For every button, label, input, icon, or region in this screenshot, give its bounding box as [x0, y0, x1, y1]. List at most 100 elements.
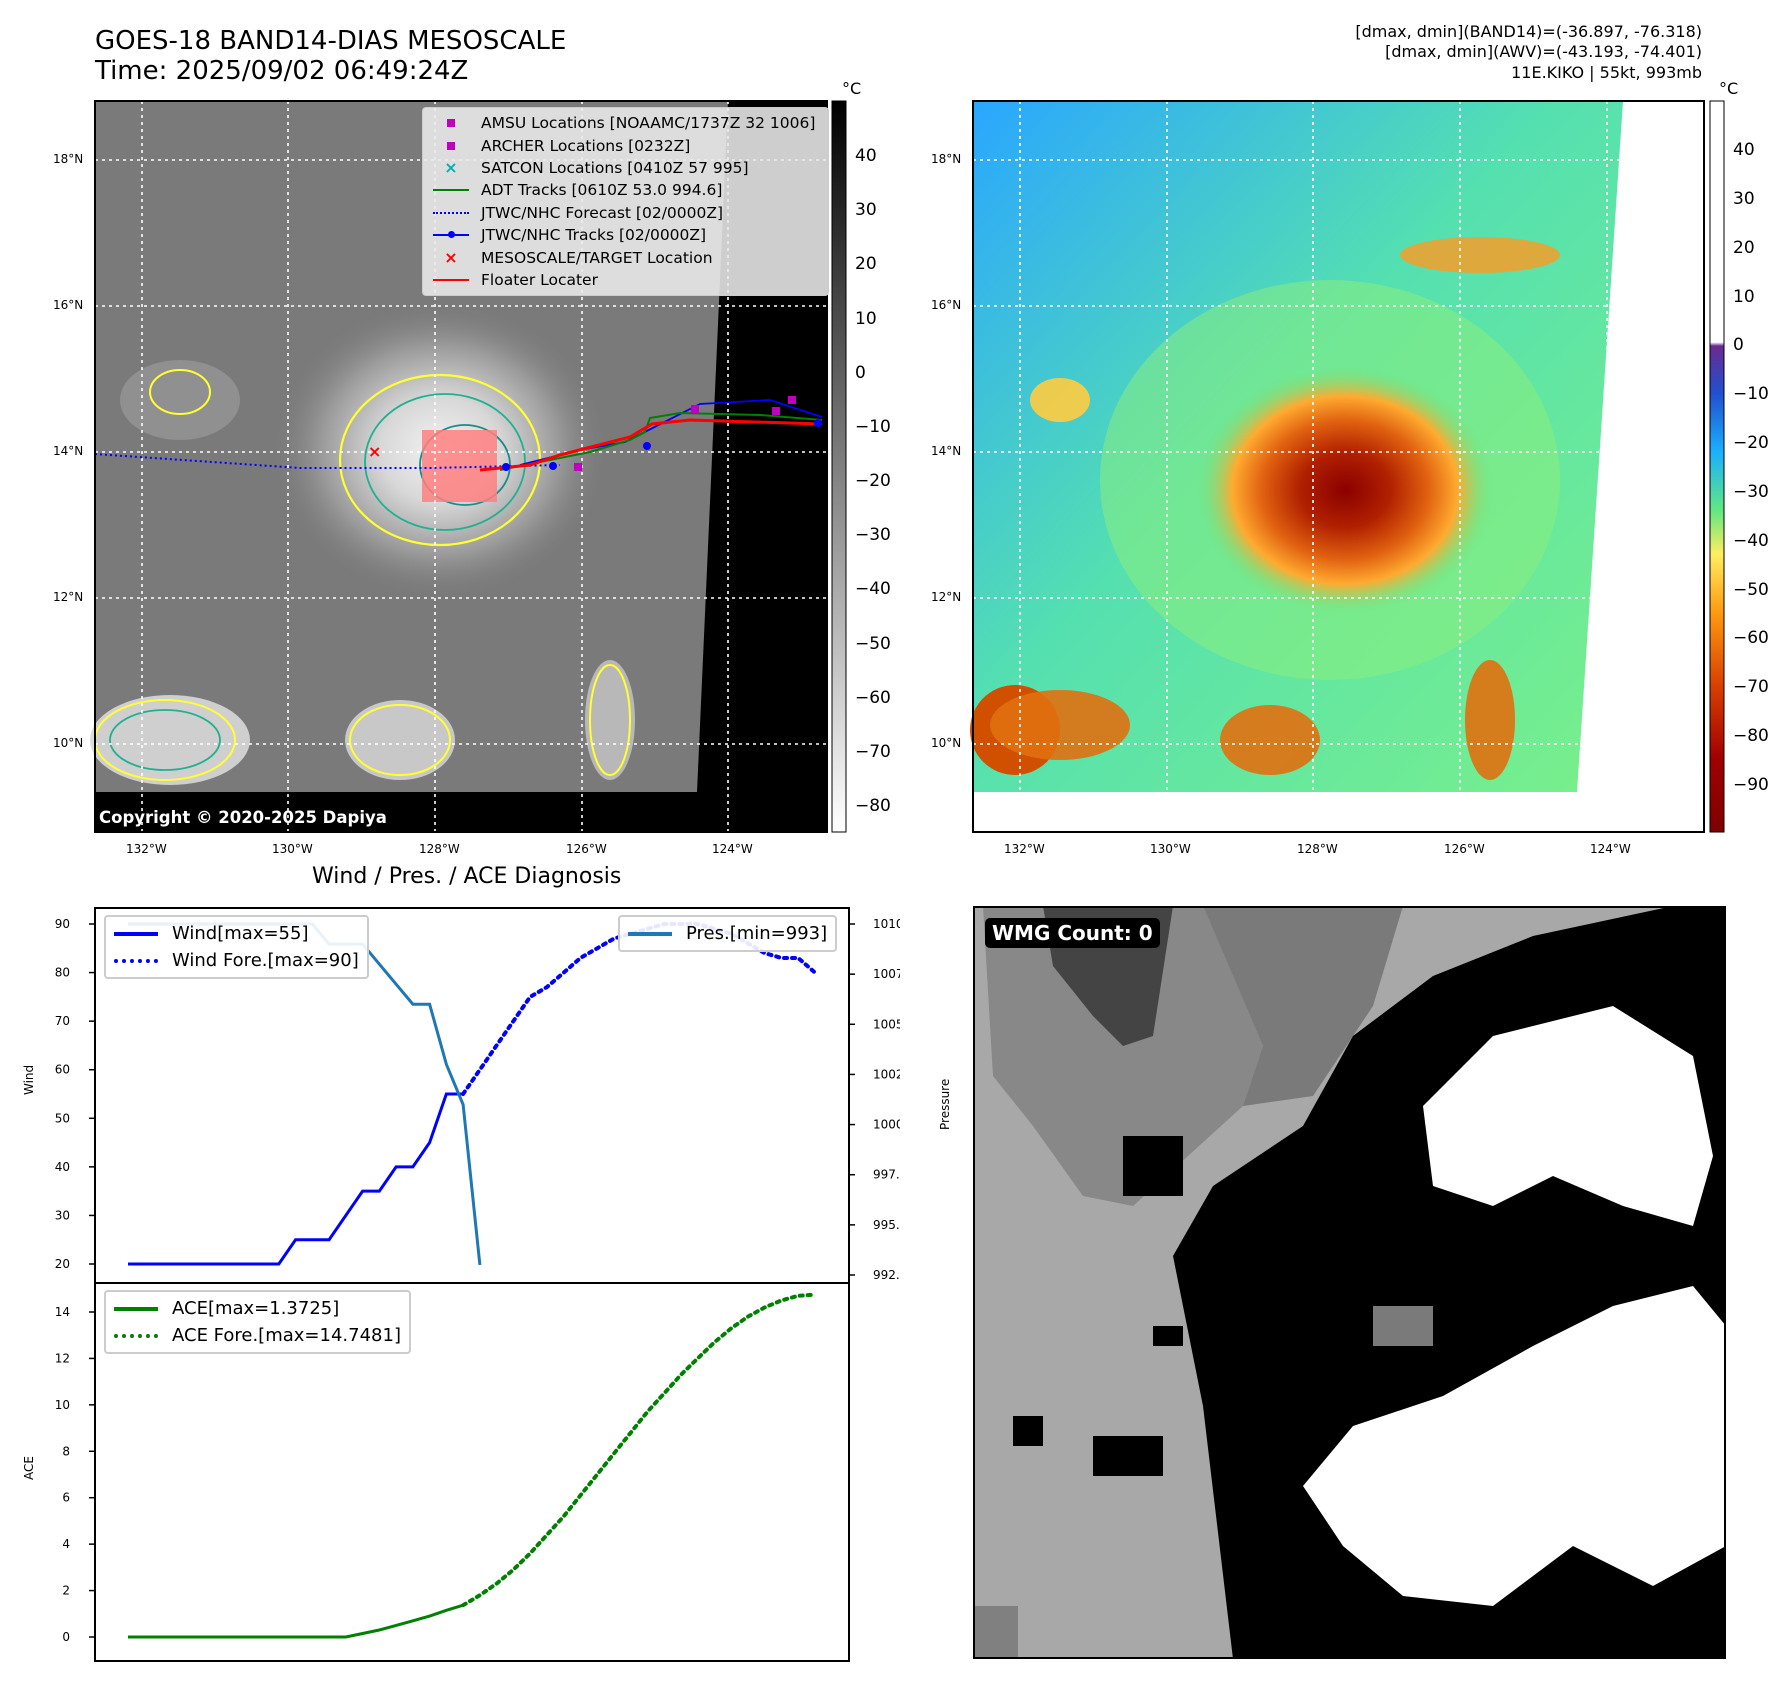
colorbar-tick-label: 10: [855, 308, 877, 329]
lon-label: 132°W: [126, 842, 167, 856]
lat-label: 18°N: [931, 152, 962, 166]
storm-cloud-awv: [1195, 365, 1495, 615]
wmg-panel: [973, 906, 1726, 1659]
copyright-text: Copyright © 2020-2025 Dapiya: [99, 808, 387, 827]
wind-legend: Wind[max=55] Wind Fore.[max=90]: [104, 915, 369, 979]
info-awv-range: [dmax, dmin](AWV)=(-43.193, -74.401): [1385, 42, 1702, 61]
colorbar-tick-label: 10: [1733, 286, 1755, 307]
lat-label: 12°N: [931, 590, 962, 604]
colorbar-tick-label: −20: [855, 471, 891, 491]
legend-item-ace: ACE[max=1.3725]: [114, 1295, 401, 1322]
blue-dotted-line-icon: [114, 958, 158, 963]
legend-item-forecast: JTWC/NHC Forecast [02/0000Z]: [431, 202, 820, 224]
lon-label: 128°W: [1297, 842, 1338, 856]
lon-label: 124°W: [1590, 842, 1631, 856]
ace-legend: ACE[max=1.3725] ACE Fore.[max=14.7481]: [104, 1290, 411, 1354]
colorbar-tick-label: 20: [1733, 237, 1755, 258]
lat-label: 14°N: [931, 444, 962, 458]
magenta-square-icon: [447, 119, 455, 128]
colorbar-tick-label: −60: [855, 687, 891, 708]
tick-label: 0: [62, 1630, 70, 1644]
cyan-x-icon: ×: [444, 157, 458, 177]
legend-item-tracks: JTWC/NHC Tracks [02/0000Z]: [431, 224, 820, 246]
legend-item-target: × MESOSCALE/TARGET Location: [444, 247, 713, 267]
tick-label: 80: [55, 966, 70, 980]
colorbar-tick-label: 30: [855, 200, 877, 221]
ir-map-figure: ×: [90, 100, 1725, 833]
legend-item-ace-fore: ACE Fore.[max=14.7481]: [114, 1322, 401, 1349]
lat-label: 10°N: [931, 736, 962, 750]
colorbar-tick-label: −20: [1733, 433, 1769, 454]
lon-label: 130°W: [272, 842, 313, 856]
ir-colorbar: [831, 100, 847, 833]
lon-label: 126°W: [566, 842, 607, 856]
pressure-ylabel: Pressure: [938, 1078, 952, 1130]
colorbar-tick-label: −80: [1733, 726, 1769, 747]
lon-label: 130°W: [1150, 842, 1191, 856]
wind-series-line: [128, 1092, 464, 1266]
wind-ylabel: Wind: [22, 1064, 36, 1095]
lon-label: 126°W: [1444, 842, 1485, 856]
legend-item-adt: ADT Tracks [0610Z 53.0 994.6]: [431, 179, 820, 201]
blue-dot-line-icon: [433, 231, 469, 239]
colorbar-tick-label: 40: [855, 146, 877, 166]
legend-item-satcon: × SATCON Locations [0410Z 57 995]: [444, 157, 749, 177]
tick-label: 6: [62, 1491, 70, 1505]
tick-label: 90: [55, 917, 70, 931]
pressure-legend: Pres.[min=993]: [618, 915, 838, 952]
wmg-count-badge: WMG Count: 0: [985, 918, 1160, 948]
colorbar-tick-label: −70: [1733, 677, 1769, 698]
tick-label: 1002.5: [873, 1067, 900, 1081]
tick-label: 992.5: [873, 1268, 900, 1282]
legend-item-wind: Wind[max=55]: [114, 920, 359, 947]
colorbar-tick-label: −80: [855, 796, 891, 816]
tick-label: 1007.5: [873, 967, 900, 981]
awv-map-gridlines: [973, 101, 1704, 832]
amsu-markers: [574, 396, 796, 471]
tick-label: 10: [55, 1398, 70, 1412]
legend-item-wind-fore: Wind Fore.[max=90]: [114, 947, 359, 974]
colorbar-tick-label: −50: [855, 633, 891, 654]
colorbar-tick-label: 0: [855, 362, 866, 383]
floater-track: [479, 418, 823, 472]
colorbar-tick-label: −50: [1733, 579, 1769, 600]
colorbar-tick-label: 40: [1733, 140, 1755, 160]
colorbar-tick-label: −30: [855, 525, 891, 546]
tick-label: 20: [55, 1257, 70, 1271]
diagnosis-title: Wind / Pres. / ACE Diagnosis: [312, 864, 622, 889]
legend-item-floater: Floater Locater: [431, 269, 820, 291]
tick-label: 40: [55, 1160, 70, 1174]
target-x-marker: ×: [368, 442, 381, 461]
lon-label: 132°W: [1004, 842, 1045, 856]
forecast-track: [94, 453, 561, 469]
lon-label: 128°W: [419, 842, 460, 856]
tick-label: 30: [55, 1208, 70, 1222]
colorbar-tick-label: −10: [855, 416, 891, 437]
red-x-icon: ×: [444, 247, 458, 267]
tick-label: 1000.0: [873, 1118, 900, 1132]
colorbar-tick-label: −40: [1733, 530, 1769, 551]
colorbar-tick-label: −70: [855, 741, 891, 762]
steelblue-line-icon: [628, 931, 672, 936]
tick-label: 1010.0: [873, 917, 900, 931]
awv-colorbar-unit: °C: [1719, 79, 1739, 98]
lon-label: 124°W: [712, 842, 753, 856]
green-line-icon: [114, 1306, 158, 1311]
tick-label: 2: [62, 1584, 70, 1598]
awv-colorbar: [1709, 100, 1725, 833]
tick-label: 12: [55, 1351, 70, 1365]
tick-label: 1005.0: [873, 1017, 900, 1031]
chart-title: GOES-18 BAND14-DIAS MESOSCALE: [95, 26, 567, 56]
colorbar-tick-label: 0: [1733, 335, 1744, 356]
magenta-square-icon: [447, 141, 455, 150]
ir-colorbar-unit: °C: [842, 79, 862, 98]
ace-ylabel: ACE: [22, 1456, 36, 1480]
ir-map-legend: AMSU Locations [NOAAMC/1737Z 32 1006] AR…: [422, 107, 829, 297]
colorbar-tick-label: −90: [1733, 775, 1769, 795]
legend-item-amsu: AMSU Locations [NOAAMC/1737Z 32 1006]: [431, 112, 820, 134]
tick-label: 4: [62, 1537, 70, 1551]
colorbar-tick-label: −40: [855, 579, 891, 600]
ace-forecast-series-line: [461, 1292, 817, 1608]
colorbar-tick-label: −60: [1733, 628, 1769, 649]
